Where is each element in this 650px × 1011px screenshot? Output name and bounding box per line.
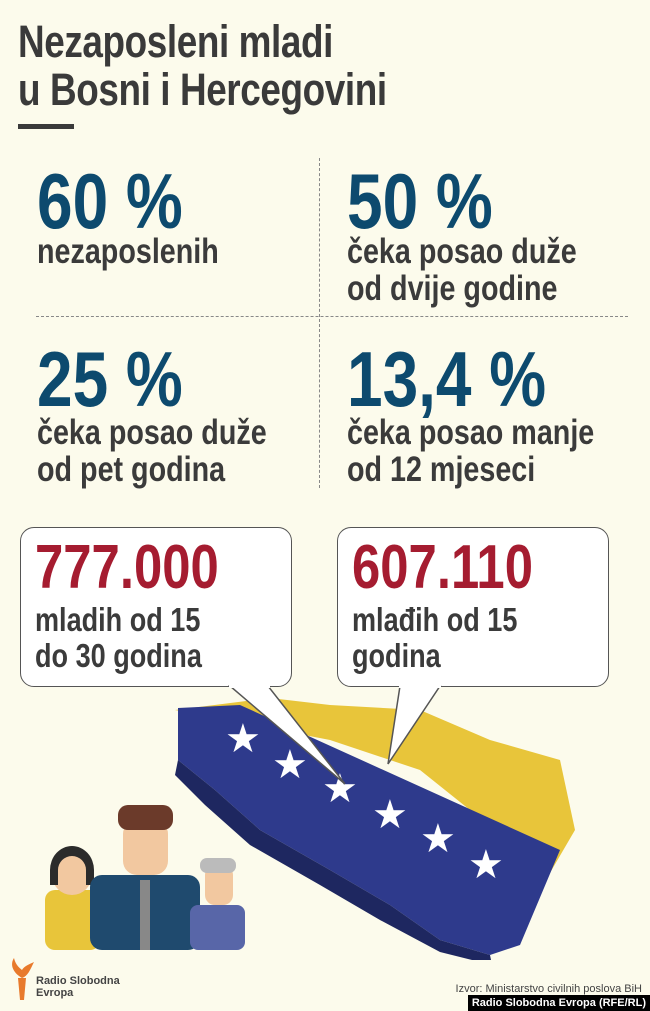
stat-value: 13,4 % <box>347 335 547 423</box>
stat-desc: od dvije godine <box>347 269 558 308</box>
svg-text:★: ★ <box>372 793 408 837</box>
bubble-desc: mladih od 15 <box>35 601 201 638</box>
bubble-desc: mlađih od 15 <box>352 601 518 638</box>
svg-text:★: ★ <box>225 717 261 761</box>
svg-text:★: ★ <box>468 843 504 887</box>
title-line-2: u Bosni i Hercegovini <box>18 64 387 115</box>
stat-value: 60 % <box>37 157 183 245</box>
bubble-value: 607.110 <box>352 533 533 602</box>
bubble-desc: do 30 godina <box>35 637 202 674</box>
svg-text:★: ★ <box>272 743 308 787</box>
logo-line-2: Evropa <box>36 987 74 999</box>
logo-line-1: Radio Slobodna <box>36 975 120 987</box>
stat-desc: od 12 mjeseci <box>347 450 536 489</box>
svg-text:★: ★ <box>322 767 358 811</box>
people-icon <box>45 805 245 950</box>
torch-icon <box>12 958 35 1000</box>
logo-text: Radio Slobodna Evropa <box>36 975 120 999</box>
star-icons: ★★ ★★ ★★ <box>225 717 504 887</box>
horizontal-divider <box>36 316 628 317</box>
stat-desc: čeka posao manje <box>347 413 595 452</box>
stat-value: 25 % <box>37 335 183 423</box>
bih-map-illustration: ★★ ★★ ★★ <box>45 698 575 960</box>
credit-label: Radio Slobodna Evropa (RFE/RL) <box>467 995 650 1011</box>
stat-value: 50 % <box>347 157 493 245</box>
map-yellow-area <box>175 698 575 890</box>
map-blue-band <box>178 705 560 955</box>
source-text: Izvor: Ministarstvo civilnih poslova BiH <box>455 983 642 995</box>
callout-bubble: 607.110 mlađih od 15 godina <box>337 527 609 687</box>
bubble-desc: godina <box>352 637 441 674</box>
vertical-divider <box>319 158 320 488</box>
stat-desc: čeka posao duže <box>37 413 267 452</box>
bubble-value: 777.000 <box>35 533 219 602</box>
bubble-pointers <box>227 684 442 785</box>
stat-desc: čeka posao duže <box>347 232 577 271</box>
callout-bubble: 777.000 mladih od 15 do 30 godina <box>20 527 292 687</box>
title-line-1: Nezaposleni mladi <box>18 16 333 67</box>
stat-desc: nezaposlenih <box>37 232 219 271</box>
svg-text:★: ★ <box>420 817 456 861</box>
title-rule <box>18 124 74 129</box>
stat-desc: od pet godina <box>37 450 226 489</box>
